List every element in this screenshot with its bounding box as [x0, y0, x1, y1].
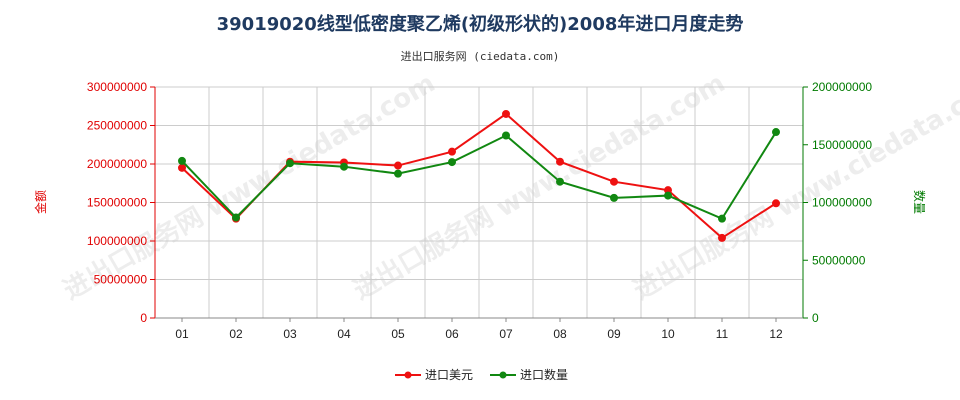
- data-point-value: [394, 161, 402, 170]
- data-point-quantity: [232, 213, 240, 222]
- data-point-value: [718, 233, 726, 242]
- x-axis-tick-label: 11: [716, 327, 729, 341]
- data-point-quantity: [502, 131, 510, 140]
- x-axis-tick-label: 04: [337, 327, 351, 341]
- series-line-quantity: [181, 131, 777, 220]
- x-axis-tick-label: 07: [499, 327, 513, 341]
- right-axis-title: 数量: [912, 190, 927, 214]
- data-point-quantity: [664, 191, 672, 200]
- left-axis-title: 金额: [33, 190, 48, 214]
- x-axis-tick-label: 02: [229, 327, 243, 341]
- data-point-value: [772, 199, 780, 208]
- data-point-quantity: [394, 169, 402, 178]
- data-point-quantity: [610, 193, 618, 202]
- data-point-value: [502, 109, 510, 118]
- legend-label: 进口美元: [425, 368, 473, 382]
- data-point-quantity: [556, 177, 564, 186]
- data-point-quantity: [772, 128, 780, 137]
- legend-label: 进口数量: [520, 367, 568, 382]
- left-axis-tick-label: 200000000: [87, 157, 147, 171]
- x-axis-tick-label: 01: [175, 327, 189, 341]
- x-axis-tick-label: 03: [283, 327, 297, 341]
- x-axis-tick-label: 06: [445, 327, 459, 341]
- chart-title: 39019020线型低密度聚乙烯(初级形状的)2008年进口月度走势: [216, 14, 744, 35]
- data-point-quantity: [286, 159, 294, 168]
- left-axis-tick-label: 150000000: [87, 196, 147, 210]
- x-axis-tick-label: 12: [769, 327, 783, 341]
- legend-marker: [499, 371, 507, 379]
- data-point-quantity: [718, 214, 726, 223]
- left-axis-tick-label: 100000000: [87, 234, 147, 248]
- data-point-value: [610, 177, 618, 186]
- data-point-value: [178, 163, 186, 172]
- right-axis-tick-label: 200000000: [812, 80, 872, 94]
- data-point-quantity: [448, 158, 456, 167]
- x-axis-tick-label: 09: [607, 327, 621, 341]
- data-point-value: [556, 157, 564, 166]
- left-axis-tick-label: 0: [140, 311, 147, 325]
- right-axis-tick-label: 100000000: [812, 196, 872, 210]
- x-axis-tick-label: 10: [661, 327, 675, 341]
- data-point-quantity: [340, 162, 348, 171]
- data-point-quantity: [178, 156, 186, 165]
- right-axis-tick-label: 0: [812, 311, 819, 325]
- right-axis-tick-label: 150000000: [812, 138, 872, 152]
- left-axis-tick-label: 50000000: [94, 273, 148, 287]
- x-axis-tick-label: 05: [391, 327, 405, 341]
- legend-marker: [404, 371, 412, 379]
- right-axis-tick-label: 50000000: [812, 253, 866, 267]
- left-axis-tick-label: 300000000: [87, 80, 147, 94]
- data-point-value: [448, 147, 456, 156]
- chart-subtitle: 进出口服务网 (ciedata.com): [400, 50, 560, 63]
- left-axis-tick-label: 250000000: [87, 119, 147, 133]
- x-axis-tick-label: 08: [553, 327, 567, 341]
